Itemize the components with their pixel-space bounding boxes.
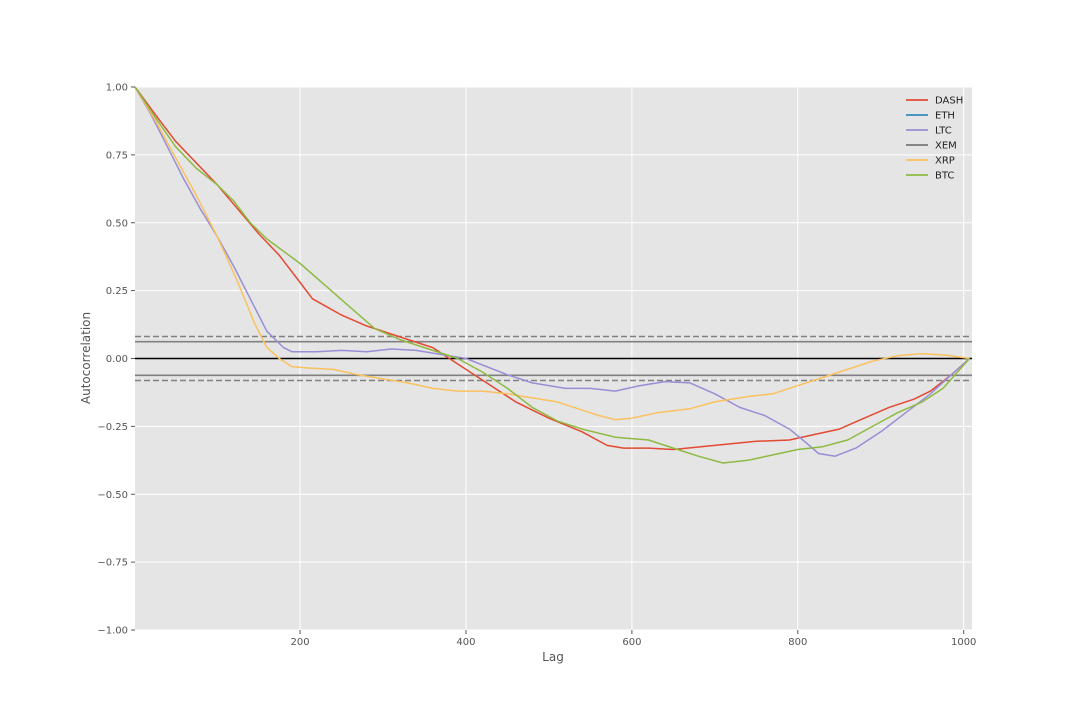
legend-label-xem: XEM [935,141,957,152]
x-tick-label: 400 [456,637,475,648]
x-tick-label: 600 [622,637,641,648]
series-line-ltc [134,86,971,457]
x-axis-ticks: 200 400 600 800 1000 [291,630,976,648]
legend: DASH ETH LTC XEM XRP BTC [906,96,963,182]
y-tick-label: −0.25 [97,422,128,433]
legend-label-eth: ETH [935,111,955,122]
y-tick-label: −0.50 [97,490,128,501]
series-line-btc [134,86,971,464]
y-axis-label: Autocorrelation [79,312,93,404]
series-lines [134,86,971,464]
legend-label-btc: BTC [935,171,954,182]
confidence-bands [135,335,972,382]
legend-label-xrp: XRP [935,156,955,167]
legend-label-dash: DASH [935,96,963,107]
y-tick-label: −1.00 [97,626,128,637]
x-tick-label: 800 [788,637,807,648]
y-tick-label: 0.25 [106,286,128,297]
y-tick-label: 1.00 [106,83,128,94]
x-tick-label: 1000 [951,637,976,648]
y-tick-label: 0.50 [106,218,128,229]
series-line-xrp [134,86,970,421]
series-line-dash [134,86,971,451]
x-tick-label: 200 [291,637,310,648]
y-tick-label: 0.75 [106,150,128,161]
x-axis-label: Lag [542,650,564,664]
y-tick-label: −0.75 [97,558,128,569]
legend-label-ltc: LTC [935,126,952,137]
y-tick-label: 0.00 [106,354,128,365]
y-axis-ticks: −1.00 −0.75 −0.50 −0.25 0.00 0.25 0.50 0.75 1.00 [97,83,135,637]
